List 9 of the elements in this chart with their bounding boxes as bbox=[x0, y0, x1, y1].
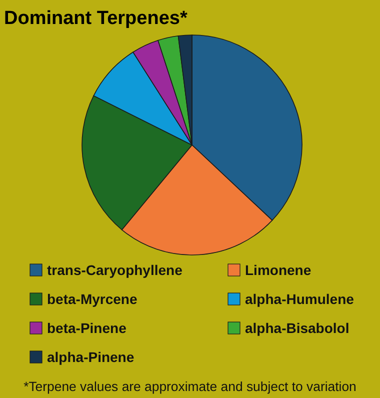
chart-title: Dominant Terpenes* bbox=[4, 8, 188, 29]
legend-label: Limonene bbox=[245, 262, 312, 278]
legend-label: alpha-Bisabolol bbox=[245, 320, 350, 336]
legend-label: trans-Caryophyllene bbox=[47, 262, 183, 278]
legend-label: alpha-Humulene bbox=[245, 291, 354, 307]
legend-label: beta-Pinene bbox=[47, 320, 127, 336]
legend-label: alpha-Pinene bbox=[47, 349, 134, 365]
text: *Terpene values are approximate and subject to variation bbox=[24, 379, 356, 394]
legend-label: beta-Myrcene bbox=[47, 291, 138, 307]
